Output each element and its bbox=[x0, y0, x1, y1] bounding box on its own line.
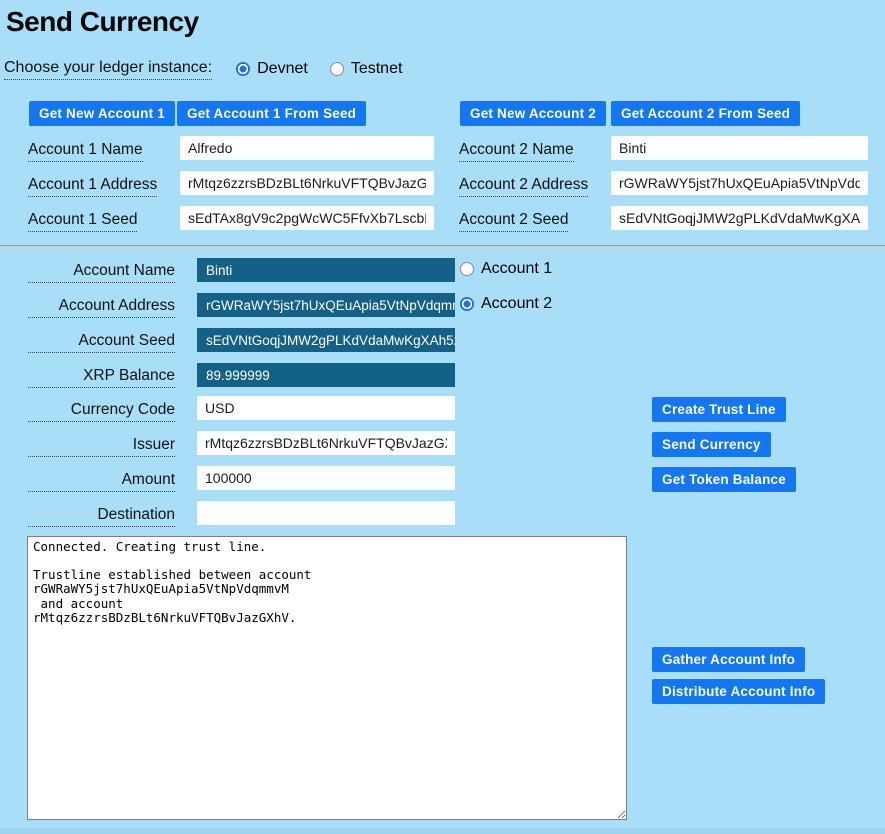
devnet-radio-label: Devnet bbox=[257, 60, 308, 77]
account-2-address-label: Account 2 Address bbox=[459, 176, 589, 197]
account-2-radio-label: Account 2 bbox=[481, 295, 553, 312]
account-1-name-input[interactable] bbox=[180, 136, 434, 160]
get-new-account-2-button[interactable]: Get New Account 2 bbox=[460, 101, 606, 126]
xrp-balance-label: XRP Balance bbox=[28, 367, 175, 388]
account-1-radio[interactable] bbox=[460, 262, 474, 276]
currency-code-label: Currency Code bbox=[28, 401, 175, 422]
account-1-name-label: Account 1 Name bbox=[28, 141, 143, 162]
issuer-label: Issuer bbox=[28, 436, 175, 457]
window-bottom-edge bbox=[0, 828, 885, 834]
destination-label: Destination bbox=[28, 506, 175, 527]
results-textarea[interactable]: Connected. Creating trust line. Trustlin… bbox=[27, 536, 627, 820]
account-address-label: Account Address bbox=[28, 297, 175, 318]
ledger-option-devnet[interactable]: Devnet bbox=[236, 60, 308, 78]
account-2-name-label: Account 2 Name bbox=[459, 141, 574, 162]
account-name-label: Account Name bbox=[28, 262, 175, 283]
account-2-seed-input[interactable] bbox=[611, 206, 868, 230]
page-title: Send Currency bbox=[6, 6, 199, 37]
destination-input[interactable] bbox=[197, 501, 455, 525]
devnet-radio[interactable] bbox=[236, 62, 251, 76]
amount-label: Amount bbox=[28, 471, 175, 492]
account-1-address-label: Account 1 Address bbox=[28, 176, 158, 197]
select-account-1[interactable]: Account 1 bbox=[460, 260, 552, 278]
account-name-field: Binti bbox=[197, 258, 455, 282]
account-2-seed-label: Account 2 Seed bbox=[459, 211, 569, 232]
create-trust-line-button[interactable]: Create Trust Line bbox=[652, 397, 786, 422]
send-currency-button[interactable]: Send Currency bbox=[652, 432, 771, 457]
amount-input[interactable] bbox=[197, 466, 455, 490]
issuer-input[interactable] bbox=[197, 431, 455, 455]
account-seed-field: sEdVNtGoqjJMW2gPLKdVdaMwKgXAh5z bbox=[197, 328, 455, 352]
get-account-1-from-seed-button[interactable]: Get Account 1 From Seed bbox=[177, 101, 367, 126]
get-account-2-from-seed-button[interactable]: Get Account 2 From Seed bbox=[611, 101, 801, 126]
account-1-seed-input[interactable] bbox=[180, 206, 434, 230]
xrp-balance-field: 89.999999 bbox=[197, 363, 455, 387]
account-2-name-input[interactable] bbox=[611, 136, 868, 160]
account-address-field: rGWRaWY5jst7hUxQEuApia5VtNpVdqmmvM bbox=[197, 293, 455, 317]
get-new-account-1-button[interactable]: Get New Account 1 bbox=[29, 101, 175, 126]
account-1-address-input[interactable] bbox=[180, 171, 434, 195]
select-account-2[interactable]: Account 2 bbox=[460, 295, 552, 313]
ledger-chooser-label: Choose your ledger instance: bbox=[4, 59, 213, 80]
currency-code-input[interactable] bbox=[197, 396, 455, 420]
ledger-option-testnet[interactable]: Testnet bbox=[329, 60, 403, 78]
account-1-radio-label: Account 1 bbox=[481, 260, 553, 277]
distribute-account-info-button[interactable]: Distribute Account Info bbox=[652, 679, 826, 704]
ledger-chooser: Choose your ledger instance: Devnet Test… bbox=[4, 59, 403, 80]
testnet-radio-label: Testnet bbox=[350, 60, 403, 77]
section-divider bbox=[0, 245, 885, 247]
get-token-balance-button[interactable]: Get Token Balance bbox=[652, 467, 796, 492]
account-2-radio[interactable] bbox=[460, 297, 474, 311]
account-seed-label: Account Seed bbox=[28, 332, 175, 353]
account-2-address-input[interactable] bbox=[611, 171, 868, 195]
account-1-seed-label: Account 1 Seed bbox=[28, 211, 138, 232]
testnet-radio[interactable] bbox=[329, 62, 344, 76]
gather-account-info-button[interactable]: Gather Account Info bbox=[652, 647, 806, 672]
